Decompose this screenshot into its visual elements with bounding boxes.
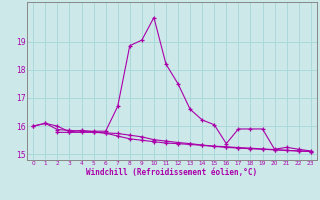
X-axis label: Windchill (Refroidissement éolien,°C): Windchill (Refroidissement éolien,°C)	[86, 168, 258, 177]
